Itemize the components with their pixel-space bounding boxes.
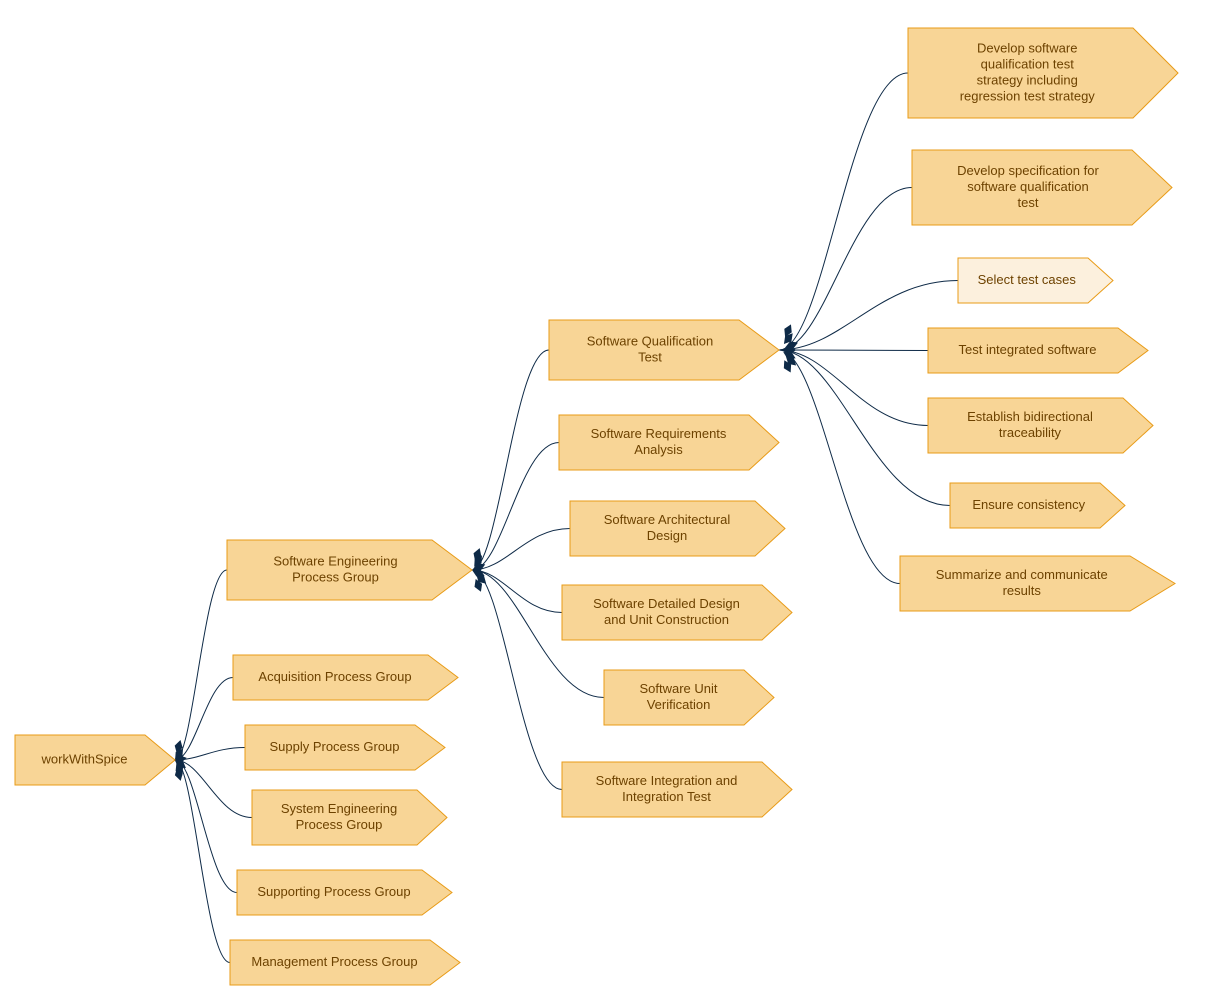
node-label: Software Engineering (273, 553, 397, 568)
edge (779, 350, 900, 584)
node-label: Software Qualification (587, 333, 713, 348)
node-label: System Engineering (281, 801, 397, 816)
edge (175, 760, 237, 893)
node-label: Select test cases (978, 272, 1077, 287)
edge (175, 570, 227, 760)
node-label: Software Architectural (604, 512, 731, 527)
node[interactable]: Ensure consistency (950, 483, 1125, 528)
node-label: qualification test (981, 56, 1075, 71)
edge (175, 760, 252, 818)
node[interactable]: Software RequirementsAnalysis (559, 415, 779, 470)
node[interactable]: Software QualificationTest (549, 320, 779, 380)
node[interactable]: Software Detailed Designand Unit Constru… (562, 585, 792, 640)
node[interactable]: Test integrated software (928, 328, 1148, 373)
node-label: Software Unit (639, 681, 717, 696)
node-label: Software Detailed Design (593, 596, 740, 611)
node-label: test (1018, 195, 1039, 210)
edge (175, 760, 230, 963)
node[interactable]: Software UnitVerification (604, 670, 774, 725)
node-label: Analysis (634, 442, 683, 457)
node[interactable]: Management Process Group (230, 940, 460, 985)
node-label: Supply Process Group (269, 739, 399, 754)
node[interactable]: Develop softwarequalification teststrate… (908, 28, 1178, 118)
node-label: Software Integration and (596, 773, 738, 788)
node-label: traceability (999, 425, 1062, 440)
node[interactable]: Supply Process Group (245, 725, 445, 770)
node-label: Test (638, 349, 662, 364)
node-label: Process Group (296, 817, 383, 832)
node-label: Process Group (292, 569, 379, 584)
node-label: Develop software (977, 40, 1077, 55)
edge (472, 570, 562, 613)
tree-diagram: workWithSpiceSoftware EngineeringProcess… (0, 0, 1231, 993)
node[interactable]: Supporting Process Group (237, 870, 452, 915)
node-label: Acquisition Process Group (258, 669, 411, 684)
edge (779, 350, 928, 426)
node[interactable]: Select test cases (958, 258, 1113, 303)
node-label: strategy including (977, 72, 1078, 87)
node-label: Management Process Group (251, 954, 417, 969)
edge (472, 570, 562, 790)
node[interactable]: workWithSpice (15, 735, 175, 785)
node[interactable]: Software Integration andIntegration Test (562, 762, 792, 817)
edge (175, 678, 233, 761)
node-label: Supporting Process Group (257, 884, 410, 899)
node-label: Summarize and communicate (936, 567, 1108, 582)
node[interactable]: Software EngineeringProcess Group (227, 540, 472, 600)
node-label: and Unit Construction (604, 612, 729, 627)
node-label: Software Requirements (591, 426, 727, 441)
node-label: Ensure consistency (972, 497, 1085, 512)
node[interactable]: Establish bidirectionaltraceability (928, 398, 1153, 453)
node-shape (549, 320, 779, 380)
node[interactable]: Acquisition Process Group (233, 655, 458, 700)
node[interactable]: System EngineeringProcess Group (252, 790, 447, 845)
node-label: Test integrated software (958, 342, 1096, 357)
edge (779, 73, 908, 350)
node[interactable]: Software ArchitecturalDesign (570, 501, 785, 556)
node-label: Integration Test (622, 789, 711, 804)
edge (779, 350, 928, 351)
edge (779, 350, 950, 506)
node-label: software qualification (967, 179, 1088, 194)
node-label: regression test strategy (960, 88, 1096, 103)
node-label: results (1003, 583, 1042, 598)
node-label: workWithSpice (41, 751, 128, 766)
node-label: Verification (647, 697, 711, 712)
nodes-layer: workWithSpiceSoftware EngineeringProcess… (15, 28, 1178, 985)
node-label: Design (647, 528, 687, 543)
node-label: Establish bidirectional (967, 409, 1093, 424)
node-label: Develop specification for (957, 163, 1099, 178)
node[interactable]: Develop specification forsoftware qualif… (912, 150, 1172, 225)
node[interactable]: Summarize and communicateresults (900, 556, 1175, 611)
